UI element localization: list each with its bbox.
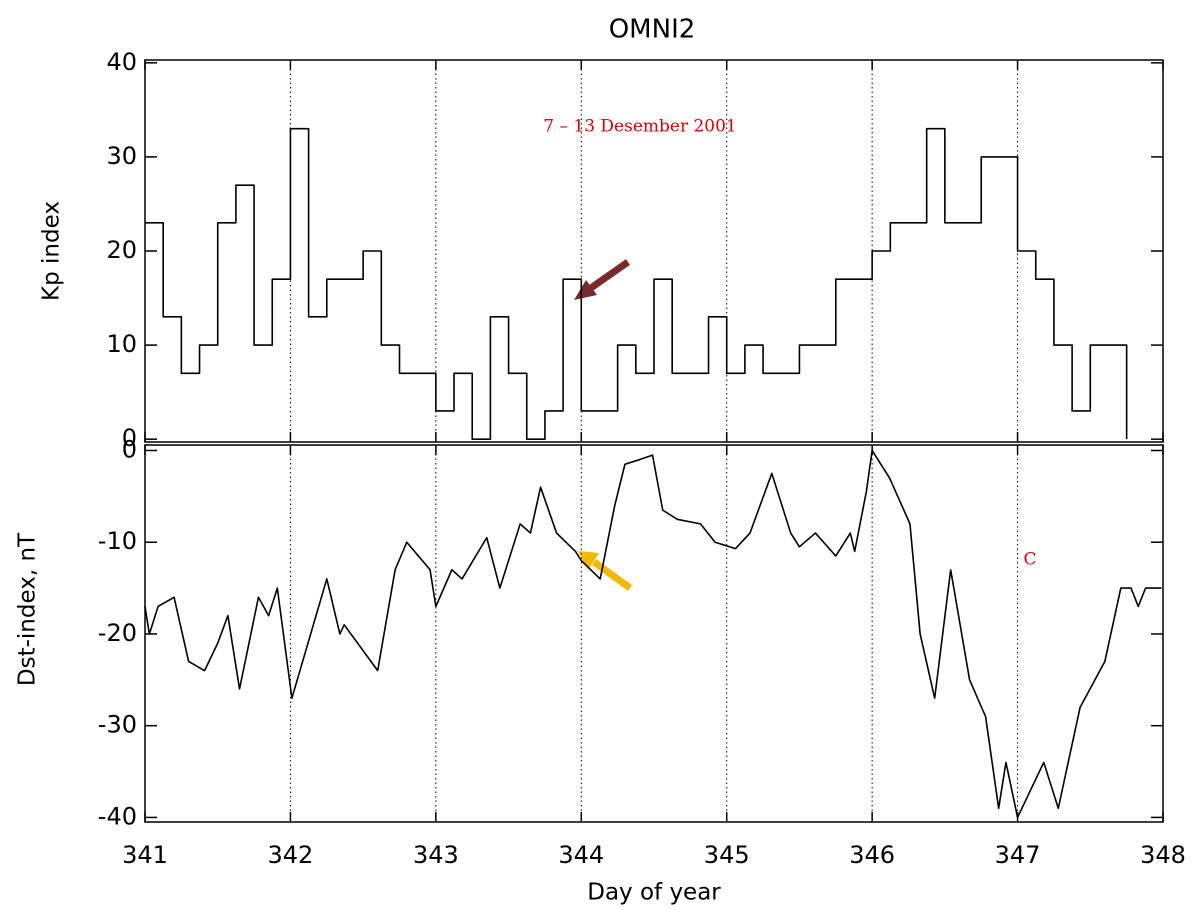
x-tick-label: 343 [413, 841, 459, 869]
arrow-shaft [591, 559, 633, 591]
data-line [145, 127, 1128, 440]
y-axis-label: Dst-index, nT [15, 532, 41, 686]
annotation: 7 – 13 Desember 2001 [543, 117, 737, 137]
y-tick-label: 0 [122, 424, 137, 452]
y-tick-label: 0 [122, 436, 137, 464]
annotation: C [1023, 550, 1036, 570]
x-tick-label: 341 [122, 841, 168, 869]
x-tick-label: 346 [849, 841, 895, 869]
arrow-head [574, 280, 597, 300]
data-line [144, 449, 1162, 819]
y-tick-label: -40 [98, 802, 137, 830]
arrow-head [578, 551, 599, 570]
y-tick-label: 20 [106, 236, 137, 264]
x-tick-label: 342 [268, 841, 314, 869]
x-axis-label: Day of year [587, 880, 721, 906]
plot-frame [144, 444, 1164, 823]
y-tick-label: -20 [98, 619, 137, 647]
y-tick-label: 30 [106, 142, 137, 170]
chart-title: OMNI2 [609, 15, 696, 45]
y-tick-label: 40 [106, 48, 137, 76]
arrow-shaft [585, 259, 631, 293]
x-tick-label: 348 [1140, 841, 1186, 869]
y-tick-label: -30 [98, 711, 137, 739]
x-tick-label: 345 [704, 841, 750, 869]
y-axis-label: Kp index [39, 201, 65, 301]
y-tick-label: 10 [106, 330, 137, 358]
y-tick-label: -10 [98, 527, 137, 555]
x-tick-label: 347 [995, 841, 1041, 869]
x-tick-label: 344 [558, 841, 604, 869]
